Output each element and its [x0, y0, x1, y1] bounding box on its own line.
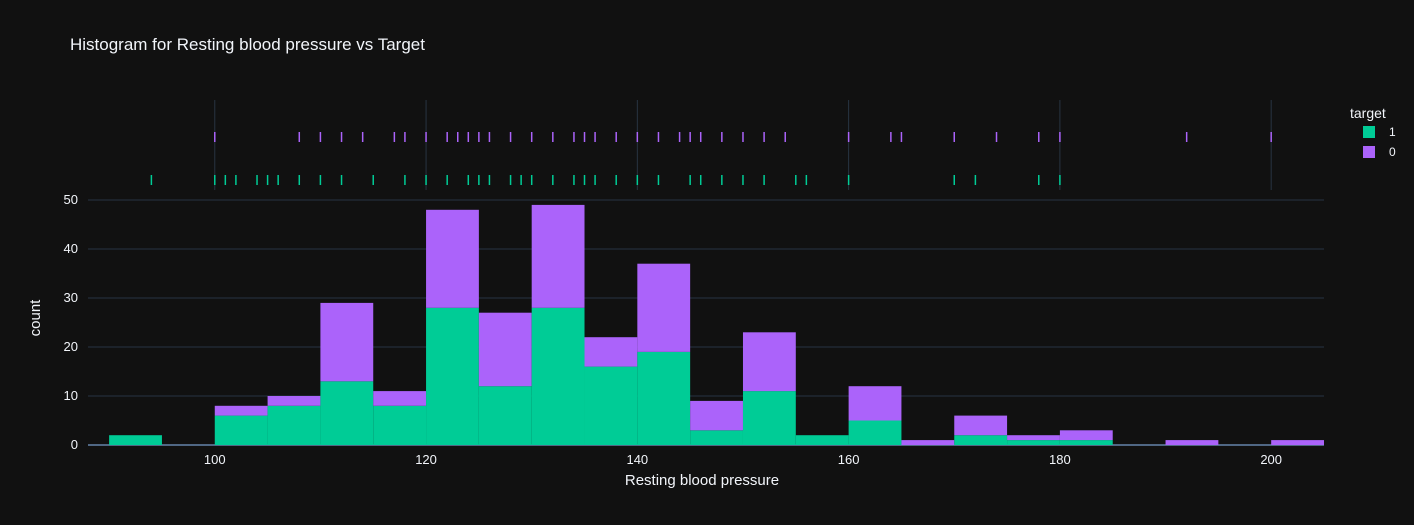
y-tick-label: 0 [71, 437, 78, 452]
bar [214, 415, 268, 445]
bar [320, 302, 374, 382]
x-tick-label: 100 [204, 452, 226, 467]
legend-label: 1 [1389, 125, 1396, 139]
bar [373, 405, 427, 445]
y-tick-label: 50 [64, 192, 78, 207]
bar [478, 312, 532, 387]
bar [426, 307, 479, 445]
legend-label: 0 [1389, 145, 1396, 159]
bar [1007, 435, 1060, 441]
y-axis-label: count [27, 299, 44, 337]
x-axis-label: Resting blood pressure [625, 472, 779, 489]
legend: target 1 0 [1350, 105, 1396, 159]
legend-swatch [1363, 146, 1375, 158]
bar [848, 420, 902, 445]
bar [1059, 430, 1113, 441]
y-tick-labels: 0 10 20 30 40 50 [64, 192, 78, 452]
bar [1007, 440, 1060, 445]
bar [901, 440, 955, 445]
x-tick-label: 160 [838, 452, 860, 467]
bar [954, 435, 1008, 445]
x-tick-label: 140 [626, 452, 648, 467]
bars [109, 204, 1324, 445]
bar [848, 386, 902, 421]
bar [584, 337, 638, 367]
y-tick-label: 10 [64, 388, 78, 403]
bar [584, 366, 638, 445]
bar [531, 204, 585, 308]
bar [1059, 440, 1113, 445]
bar [531, 307, 585, 445]
x-tick-label: 180 [1049, 452, 1071, 467]
bar [1271, 440, 1324, 445]
bar [267, 396, 321, 406]
bar [690, 430, 743, 445]
chart-title: Histogram for Resting blood pressure vs … [70, 35, 425, 54]
x-tick-label: 200 [1260, 452, 1282, 467]
bar [637, 263, 691, 352]
bar [1165, 440, 1219, 445]
bar [214, 405, 268, 416]
x-tick-labels: 100 120 140 160 180 200 [204, 452, 1282, 467]
bar [637, 351, 691, 445]
bar [742, 332, 796, 392]
bar [795, 435, 849, 445]
bar [373, 391, 427, 406]
bar [320, 381, 374, 445]
bar [954, 415, 1008, 436]
legend-swatch [1363, 126, 1375, 138]
rug-marks [150, 132, 1272, 185]
bar [478, 386, 532, 445]
y-tick-label: 40 [64, 241, 78, 256]
bar [109, 435, 162, 445]
bar [267, 405, 321, 445]
y-tick-label: 20 [64, 339, 78, 354]
x-tick-label: 120 [415, 452, 437, 467]
legend-title: target [1350, 105, 1386, 121]
bar [426, 209, 479, 308]
bar [690, 400, 743, 431]
y-tick-label: 30 [64, 290, 78, 305]
bar [742, 391, 796, 445]
